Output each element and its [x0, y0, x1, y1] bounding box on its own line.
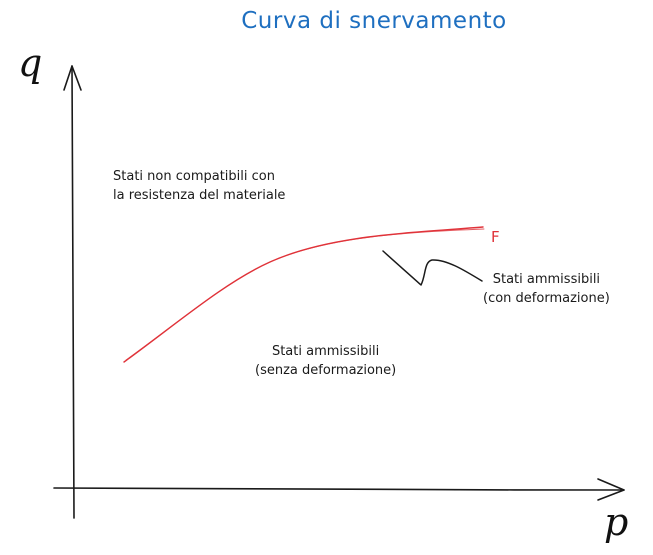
- region-note-elastic: Stati ammissibili (senza deformazione): [255, 342, 396, 380]
- curve-label-f: F: [491, 228, 500, 246]
- p-axis-line: [53, 487, 625, 491]
- p-axis-arrowhead: [597, 478, 625, 501]
- p-axis-label: p: [604, 500, 629, 544]
- q-axis-line: [71, 65, 75, 519]
- yield-curve-overstroke: [125, 228, 485, 361]
- region-note-plastic-line2: (con deformazione): [483, 291, 610, 306]
- q-axis-label: q: [18, 41, 43, 85]
- region-note-plastic: Stati ammissibili (con deformazione): [483, 270, 610, 308]
- region-note-plastic-line1: Stati ammissibili: [492, 272, 601, 287]
- region-note-incompatible: Stati non compatibili con la resistenza …: [113, 167, 285, 205]
- region-note-elastic-line2: (senza deformazione): [255, 363, 397, 378]
- q-axis-arrowhead: [63, 65, 82, 91]
- region-note-incompatible-line2: la resistenza del materiale: [113, 188, 286, 203]
- region-note-incompatible-line1: Stati non compatibili con: [113, 169, 275, 184]
- chart-title: Curva di snervamento: [241, 8, 507, 34]
- region-note-elastic-line1: Stati ammissibili: [271, 344, 380, 359]
- squiggle-arrow: [382, 250, 483, 286]
